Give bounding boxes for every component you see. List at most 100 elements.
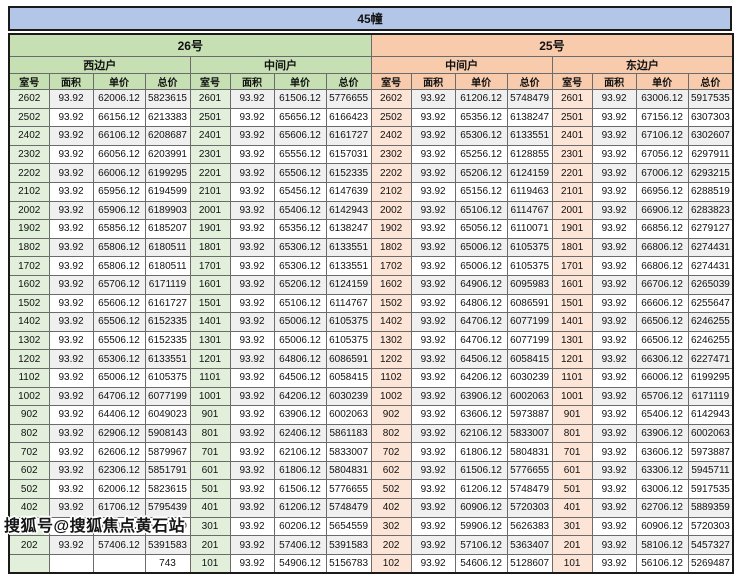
total-cell: 5391583 [325,535,372,555]
price-cell: 65006.12 [454,237,508,258]
room-cell: 1102 [370,367,412,388]
price-cell: 62706.12 [635,498,689,518]
area-cell: 93.92 [48,535,94,555]
table-row: 202 93.92 57406.12 5391583 201 93.92 57406.12 5… [8,535,734,555]
price-cell: 58106.12 [635,535,689,555]
price-cell: 60906.12 [454,498,508,518]
area-cell: 93.92 [591,423,637,444]
price-cell: 64706.12 [92,386,146,407]
price-cell: 65106.12 [454,200,508,221]
area-cell: 93.92 [48,126,94,146]
room-cell: 1001 [551,386,593,407]
price-cell: 63906.12 [635,423,689,444]
room-cell: 2601 [551,89,593,109]
price-cell: 66056.12 [92,144,146,165]
room-cell: 301 [551,516,593,537]
room-cell: 402 [370,498,412,518]
total-cell: 6199295 [687,367,734,388]
price-cell: 57406.12 [273,535,327,555]
table-row: 702 93.92 62606.12 5879967 701 93.92 62106.12 5… [8,442,734,462]
area-cell: 93.92 [591,256,637,276]
room-cell: 801 [551,423,593,444]
area-cell: 93.92 [229,330,275,351]
room-cell: 1301 [189,330,231,351]
area-cell: 93.92 [48,442,94,462]
area-cell: 93.92 [48,498,94,518]
area-cell: 93.92 [410,423,456,444]
total-cell: 6307303 [687,107,734,128]
price-cell: 66106.12 [92,126,146,146]
area-cell: 93.92 [48,460,94,481]
total-cell: 6180511 [144,237,191,258]
area-cell: 93.92 [591,367,637,388]
room-cell: 2101 [189,181,231,202]
room-cell: 2101 [551,181,593,202]
area-cell: 93.92 [48,144,94,165]
area-cell: 93.92 [591,330,637,351]
price-cell: 54906.12 [273,553,327,574]
room-cell: 2401 [551,126,593,146]
price-cell: 61506.12 [273,89,327,109]
price-cell: 65156.12 [454,181,508,202]
room-cell: 1002 [8,386,50,407]
room-cell: 502 [8,479,50,500]
area-cell: 93.92 [410,312,456,332]
room-cell: 402 [8,498,50,518]
area-cell: 93.92 [410,405,456,425]
total-cell: 6105375 [325,312,372,332]
total-cell: 5945711 [687,460,734,481]
price-cell: 65306.12 [454,126,508,146]
price-cell: 62906.12 [92,423,146,444]
total-cell: 6077199 [506,330,553,351]
room-cell: 901 [189,405,231,425]
price-cell: 65306.12 [92,349,146,369]
area-cell: 93.92 [410,107,456,128]
total-cell: 6279127 [687,219,734,239]
area-cell: 93.92 [591,349,637,369]
room-cell: 2201 [189,163,231,183]
area-cell: 93.92 [48,219,94,239]
total-cell: 6283823 [687,200,734,221]
total-cell: 6124159 [325,274,372,295]
area-cell: 93.92 [410,274,456,295]
area-cell: 93.92 [410,219,456,239]
price-table: 26号 25号 西边户 中间户 中间户 东边户 室号 面积 单价 总价 室号 面积 单价 总价 室号 面积 单价… [8,33,735,574]
area-cell: 93.92 [229,144,275,165]
total-cell: 6194599 [144,181,191,202]
total-cell: 6086591 [325,349,372,369]
price-cell: 61706.12 [92,498,146,518]
total-cell: 5823615 [144,479,191,500]
total-cell: 6274431 [687,237,734,258]
room-cell: 1501 [551,293,593,314]
price-cell: 62006.12 [92,479,146,500]
area-cell: 93.92 [591,405,637,425]
price-cell: 65206.12 [454,163,508,183]
price-cell: 64206.12 [273,386,327,407]
area-cell: 93.92 [229,442,275,462]
area-cell: 93.92 [591,312,637,332]
price-cell: 64906.12 [454,274,508,295]
area-cell: 93.92 [410,237,456,258]
price-cell: 65956.12 [92,181,146,202]
price-cell: 65006.12 [273,330,327,351]
room-cell: 2201 [551,163,593,183]
area-cell: 93.92 [229,479,275,500]
room-cell: 1702 [8,256,50,276]
price-cell: 63306.12 [635,460,689,481]
area-cell: 93.92 [410,144,456,165]
price-cell: 65806.12 [92,256,146,276]
price-cell: 65506.12 [273,163,327,183]
column-header: 总价 [144,73,191,90]
total-cell: 6185207 [144,219,191,239]
price-cell: 61506.12 [273,479,327,500]
price-cell: 66806.12 [635,256,689,276]
room-cell: 1501 [189,293,231,314]
room-cell: 2301 [189,144,231,165]
room-cell: 1302 [370,330,412,351]
room-cell: 1901 [189,219,231,239]
column-header: 室号 [551,73,593,90]
total-cell: 6288519 [687,181,734,202]
area-cell: 93.92 [229,219,275,239]
table-row: 502 93.92 62006.12 5823615 501 93.92 61506.12 5… [8,479,734,500]
total-cell: 5917535 [687,479,734,500]
